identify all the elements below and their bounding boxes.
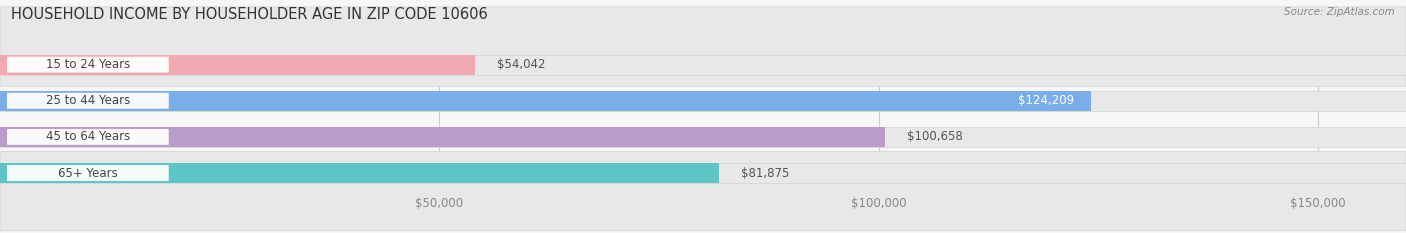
FancyBboxPatch shape: [0, 151, 1406, 231]
Text: 65+ Years: 65+ Years: [58, 167, 118, 179]
Bar: [0, 163, 1406, 183]
FancyBboxPatch shape: [7, 165, 169, 181]
Bar: [0, 91, 1406, 111]
Text: 15 to 24 Years: 15 to 24 Years: [46, 58, 129, 71]
Text: 45 to 64 Years: 45 to 64 Years: [46, 130, 129, 143]
FancyBboxPatch shape: [7, 93, 169, 109]
Bar: [0, 127, 1406, 147]
Bar: [0, 91, 1091, 111]
FancyBboxPatch shape: [7, 129, 169, 145]
Text: Source: ZipAtlas.com: Source: ZipAtlas.com: [1284, 7, 1395, 17]
Bar: [0, 55, 1406, 75]
Text: $100,658: $100,658: [907, 130, 962, 143]
Bar: [0, 55, 475, 75]
Text: HOUSEHOLD INCOME BY HOUSEHOLDER AGE IN ZIP CODE 10606: HOUSEHOLD INCOME BY HOUSEHOLDER AGE IN Z…: [11, 7, 488, 22]
Bar: [0, 127, 884, 147]
Text: 25 to 44 Years: 25 to 44 Years: [46, 94, 129, 107]
Text: $124,209: $124,209: [1018, 94, 1074, 107]
Text: $81,875: $81,875: [741, 167, 790, 179]
Bar: [0, 163, 720, 183]
Text: $54,042: $54,042: [496, 58, 546, 71]
FancyBboxPatch shape: [0, 7, 1406, 86]
FancyBboxPatch shape: [7, 57, 169, 73]
